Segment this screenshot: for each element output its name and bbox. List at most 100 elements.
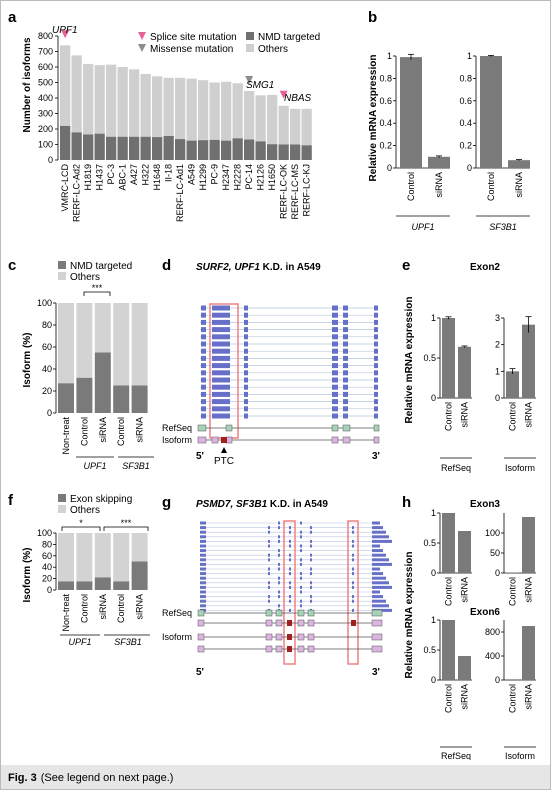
read-exon [310, 558, 312, 562]
gene-exon [265, 619, 273, 627]
panel-c-group-upf1: UPF1 [83, 461, 106, 471]
panel-g-three-prime: 3' [372, 667, 380, 675]
read-exon [332, 355, 338, 361]
splice-marker-icon [279, 90, 288, 99]
e2-ytick-label: 0 [495, 393, 500, 403]
read-exon [212, 355, 230, 361]
panel-c-chart: 0 20 40 60 80 100 Non-treat Control siRNA Control… [37, 298, 148, 455]
read-exon [300, 530, 302, 534]
read-exon [200, 535, 206, 539]
refseq-exon [331, 424, 339, 432]
read-exon [372, 521, 380, 525]
bar-nmd-10 [175, 139, 186, 160]
e1-xtick-1: siRNA [460, 402, 470, 428]
isoform-exon [211, 436, 219, 444]
bar-others-15 [232, 83, 243, 139]
read-exon [310, 553, 312, 557]
gene-exon [275, 633, 283, 641]
c-bar-main-4 [131, 385, 148, 413]
panel-a-ytick-label: 500 [38, 78, 53, 88]
read-exon [332, 334, 338, 340]
c-bar-main-2 [94, 352, 111, 413]
c-bar-others-2 [94, 303, 111, 353]
panel-b-letter: b [368, 9, 377, 26]
h1-ytick-label: 1 [431, 508, 436, 518]
bar-others-2 [83, 63, 94, 135]
panel-a-bars [60, 45, 312, 160]
panel-d-ptc-label: PTC [214, 456, 234, 467]
read-exon [200, 567, 206, 571]
panel-e-letter: e [402, 257, 410, 274]
isoform-exon [373, 436, 380, 444]
e1-bar-1 [458, 346, 471, 398]
read-exon [212, 363, 230, 369]
c-ytick-label: 0 [47, 408, 52, 418]
h4-xtick-0: Control [508, 684, 518, 713]
panel-h-title-exon3: Exon3 [470, 499, 500, 510]
b1-ytick-label: 0.2 [379, 141, 392, 151]
read-exon [268, 599, 270, 603]
bar-nmd-21 [301, 145, 312, 160]
skipped-exon [351, 620, 356, 626]
xtick-label-10: RERF-LC-Ad1 [175, 164, 185, 222]
bar-others-3 [94, 65, 105, 134]
read-exon [201, 377, 206, 383]
read-exon [278, 535, 280, 539]
refseq-exon [197, 424, 207, 432]
xtick-label-18: H1650 [267, 164, 277, 191]
h2-xtick-0: Control [508, 577, 518, 606]
ptc-exon [221, 437, 227, 443]
read-exon [352, 572, 354, 576]
xtick-label-4: PC-3 [106, 164, 116, 185]
legend-splice-label: Splice site mutation [150, 32, 237, 43]
gene-exon [297, 633, 305, 641]
xtick-label-6: A427 [129, 164, 139, 185]
skipped-exon [287, 646, 292, 652]
xtick-label-11: A549 [187, 164, 197, 185]
xtick-label-19: RERF-LC-OK [279, 164, 289, 219]
read-exon [343, 348, 348, 354]
read-exon [300, 599, 302, 603]
panel-h-group1: RefSeq [441, 751, 471, 760]
panel-a-ytick-label: 200 [38, 124, 53, 134]
b1-ytick-label: 0.4 [379, 118, 392, 128]
read-exon [212, 341, 230, 347]
read-exon [244, 370, 248, 376]
read-exon [352, 585, 354, 589]
read-exon [268, 581, 270, 585]
panel-h-title-exon6: Exon6 [470, 607, 500, 618]
c-ytick-label: 40 [42, 364, 52, 374]
read-exon [332, 377, 338, 383]
read-exon [244, 312, 248, 318]
read-exon [343, 391, 348, 397]
bar-others-6 [129, 69, 140, 137]
legend-missense-label: Missense mutation [150, 44, 233, 55]
read-exon [300, 549, 302, 553]
f-xtick-4: siRNA [135, 594, 145, 620]
read-exon [212, 334, 230, 340]
read-exon [278, 604, 280, 608]
read-exon [278, 590, 280, 594]
c-xtick-2: siRNA [98, 417, 108, 443]
read-exon [372, 604, 389, 608]
bar-others-7 [140, 73, 151, 137]
read-exon [200, 544, 206, 548]
read-exon [343, 305, 348, 311]
e2-bar-1 [522, 324, 535, 398]
read-exon [244, 319, 248, 325]
b2-ytick-label: 0.2 [459, 141, 472, 151]
read-exon [212, 327, 230, 333]
read-exon [289, 539, 291, 543]
read-exon [332, 312, 338, 318]
read-exon [343, 413, 348, 419]
isoform-exon [197, 436, 207, 444]
h1-ytick-label: 0 [431, 568, 436, 578]
read-exon [310, 572, 312, 576]
read-exon [244, 334, 248, 340]
read-exon [268, 558, 270, 562]
read-exon [244, 341, 248, 347]
bar-nmd-18 [267, 144, 278, 160]
gene-exon [371, 609, 383, 617]
xtick-label-2: H1819 [83, 164, 93, 191]
panel-d-tracks [197, 424, 380, 444]
